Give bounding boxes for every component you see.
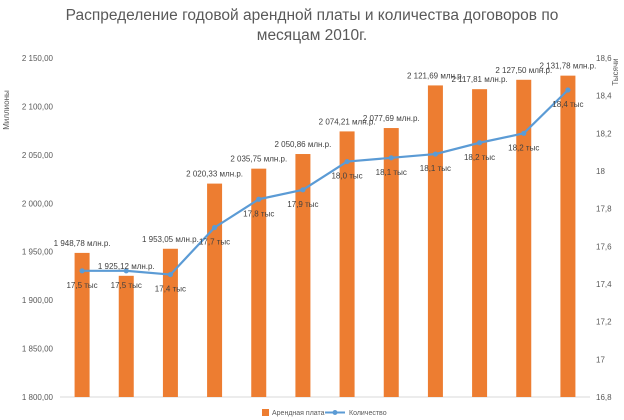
line-point — [432, 151, 439, 157]
line-point — [256, 196, 262, 202]
bar-value-label: 2 074,21 млн.р. — [319, 117, 376, 126]
line-value-label: 17,5 тыс — [66, 281, 97, 290]
line-point — [521, 130, 527, 136]
chart-title-line-2: месяцам 2010г. — [257, 27, 367, 44]
bar-value-label: 2 117,81 млн.р. — [451, 75, 507, 84]
y-right-tick-label: 17,2 — [596, 318, 612, 327]
bar-value-label: 2 035,75 млн.р. — [230, 155, 287, 164]
y-left-tick-label: 1 950,00 — [22, 248, 54, 257]
bar-value-label: 1 925,12 млн.р. — [98, 262, 155, 271]
bar-value-label: 2 020,33 млн.р. — [186, 170, 243, 179]
bar — [427, 85, 443, 397]
bar-value-label: 2 121,69 млн.р. — [407, 71, 464, 80]
y-axis-right-title: Тысячи — [611, 58, 620, 85]
bar-value-label: 1 948,78 млн.р. — [54, 239, 111, 248]
line-value-label: 17,8 тыс — [243, 209, 274, 218]
y-axis-right-ticks: 16,8 17 17,2 17,4 17,6 17,8 18 18,2 18,4 18,6 — [596, 54, 612, 402]
bar — [162, 248, 178, 397]
line-value-label: 17,9 тыс — [287, 200, 318, 209]
bar — [339, 131, 355, 398]
y-left-tick-label: 1 900,00 — [22, 296, 54, 305]
legend-label-bars: Арендная плата — [272, 410, 325, 417]
line-value-label: 18,1 тыс — [420, 164, 451, 173]
line-point — [167, 271, 174, 278]
line-point — [388, 155, 394, 161]
line-point — [300, 187, 306, 193]
y-right-tick-label: 16,8 — [596, 393, 612, 402]
y-right-tick-label: 17,6 — [596, 242, 612, 251]
legend-label-line: Количество — [349, 410, 387, 417]
bar-series — [74, 75, 576, 398]
line-point — [476, 140, 483, 146]
y-left-tick-label: 2 100,00 — [22, 102, 54, 111]
y-axis-left-title: Миллионы — [2, 90, 11, 130]
line-value-label: 18,1 тыс — [376, 168, 407, 177]
bar-value-label: 2 127,50 млн.р. — [495, 66, 552, 75]
bar-value-label: 2 131,78 млн.р. — [539, 62, 596, 71]
y-left-tick-label: 1 800,00 — [22, 393, 54, 402]
line-point — [123, 268, 129, 274]
line-value-label: 18,0 тыс — [331, 172, 362, 181]
line-value-label: 18,2 тыс — [508, 143, 539, 152]
line-data-labels: 17,5 тыс 17,5 тыс 17,4 тыс 17,7 тыс 17,8 тыс… — [66, 100, 583, 294]
bar-data-labels: 1 948,78 млн.р. 1 925,12 млн.р. 1 953,05 м… — [54, 62, 597, 271]
bar-value-label: 2 077,69 млн.р. — [363, 114, 420, 123]
line-point — [211, 224, 218, 231]
y-right-tick-label: 18,2 — [596, 129, 612, 138]
bar — [251, 168, 267, 397]
bar — [383, 128, 399, 397]
bar — [207, 183, 223, 397]
line-value-label: 17,7 тыс — [199, 238, 230, 247]
y-right-tick-label: 17 — [596, 355, 605, 364]
y-right-tick-label: 18 — [596, 167, 605, 176]
line-series — [79, 87, 571, 278]
line-path — [82, 89, 569, 276]
y-right-tick-label: 17,4 — [596, 280, 612, 289]
bar — [560, 75, 576, 397]
legend-swatch-bars — [262, 409, 269, 416]
bar — [118, 275, 134, 397]
y-right-tick-label: 18,6 — [596, 54, 612, 63]
y-left-tick-label: 2 150,00 — [22, 54, 54, 63]
y-right-tick-label: 18,4 — [596, 92, 612, 101]
bar — [295, 154, 311, 397]
y-left-tick-label: 2 050,00 — [22, 151, 54, 160]
y-right-tick-label: 17,8 — [596, 205, 612, 214]
bar-value-label: 1 953,05 млн.р. — [142, 235, 199, 244]
line-point — [344, 158, 350, 165]
y-axis-left-ticks: 1 800,00 1 850,00 1 900,00 1 950,00 2 000,00… — [22, 54, 54, 402]
legend: Арендная плата Количество — [262, 409, 387, 417]
y-left-tick-label: 1 850,00 — [22, 345, 54, 354]
bar — [74, 252, 90, 397]
line-value-label: 18,4 тыс — [552, 100, 583, 109]
chart-title-line-1: Распределение годовой арендной платы и к… — [66, 7, 559, 24]
line-value-label: 17,5 тыс — [111, 281, 142, 290]
bar — [516, 79, 532, 398]
bar-value-label: 2 050,86 млн.р. — [274, 140, 331, 149]
line-point — [565, 87, 571, 93]
line-value-label: 18,2 тыс — [464, 153, 495, 162]
y-left-tick-label: 2 000,00 — [22, 199, 54, 208]
bar — [472, 89, 488, 397]
line-value-label: 17,4 тыс — [155, 285, 186, 294]
line-point — [79, 268, 85, 274]
legend-marker-line — [332, 410, 338, 415]
